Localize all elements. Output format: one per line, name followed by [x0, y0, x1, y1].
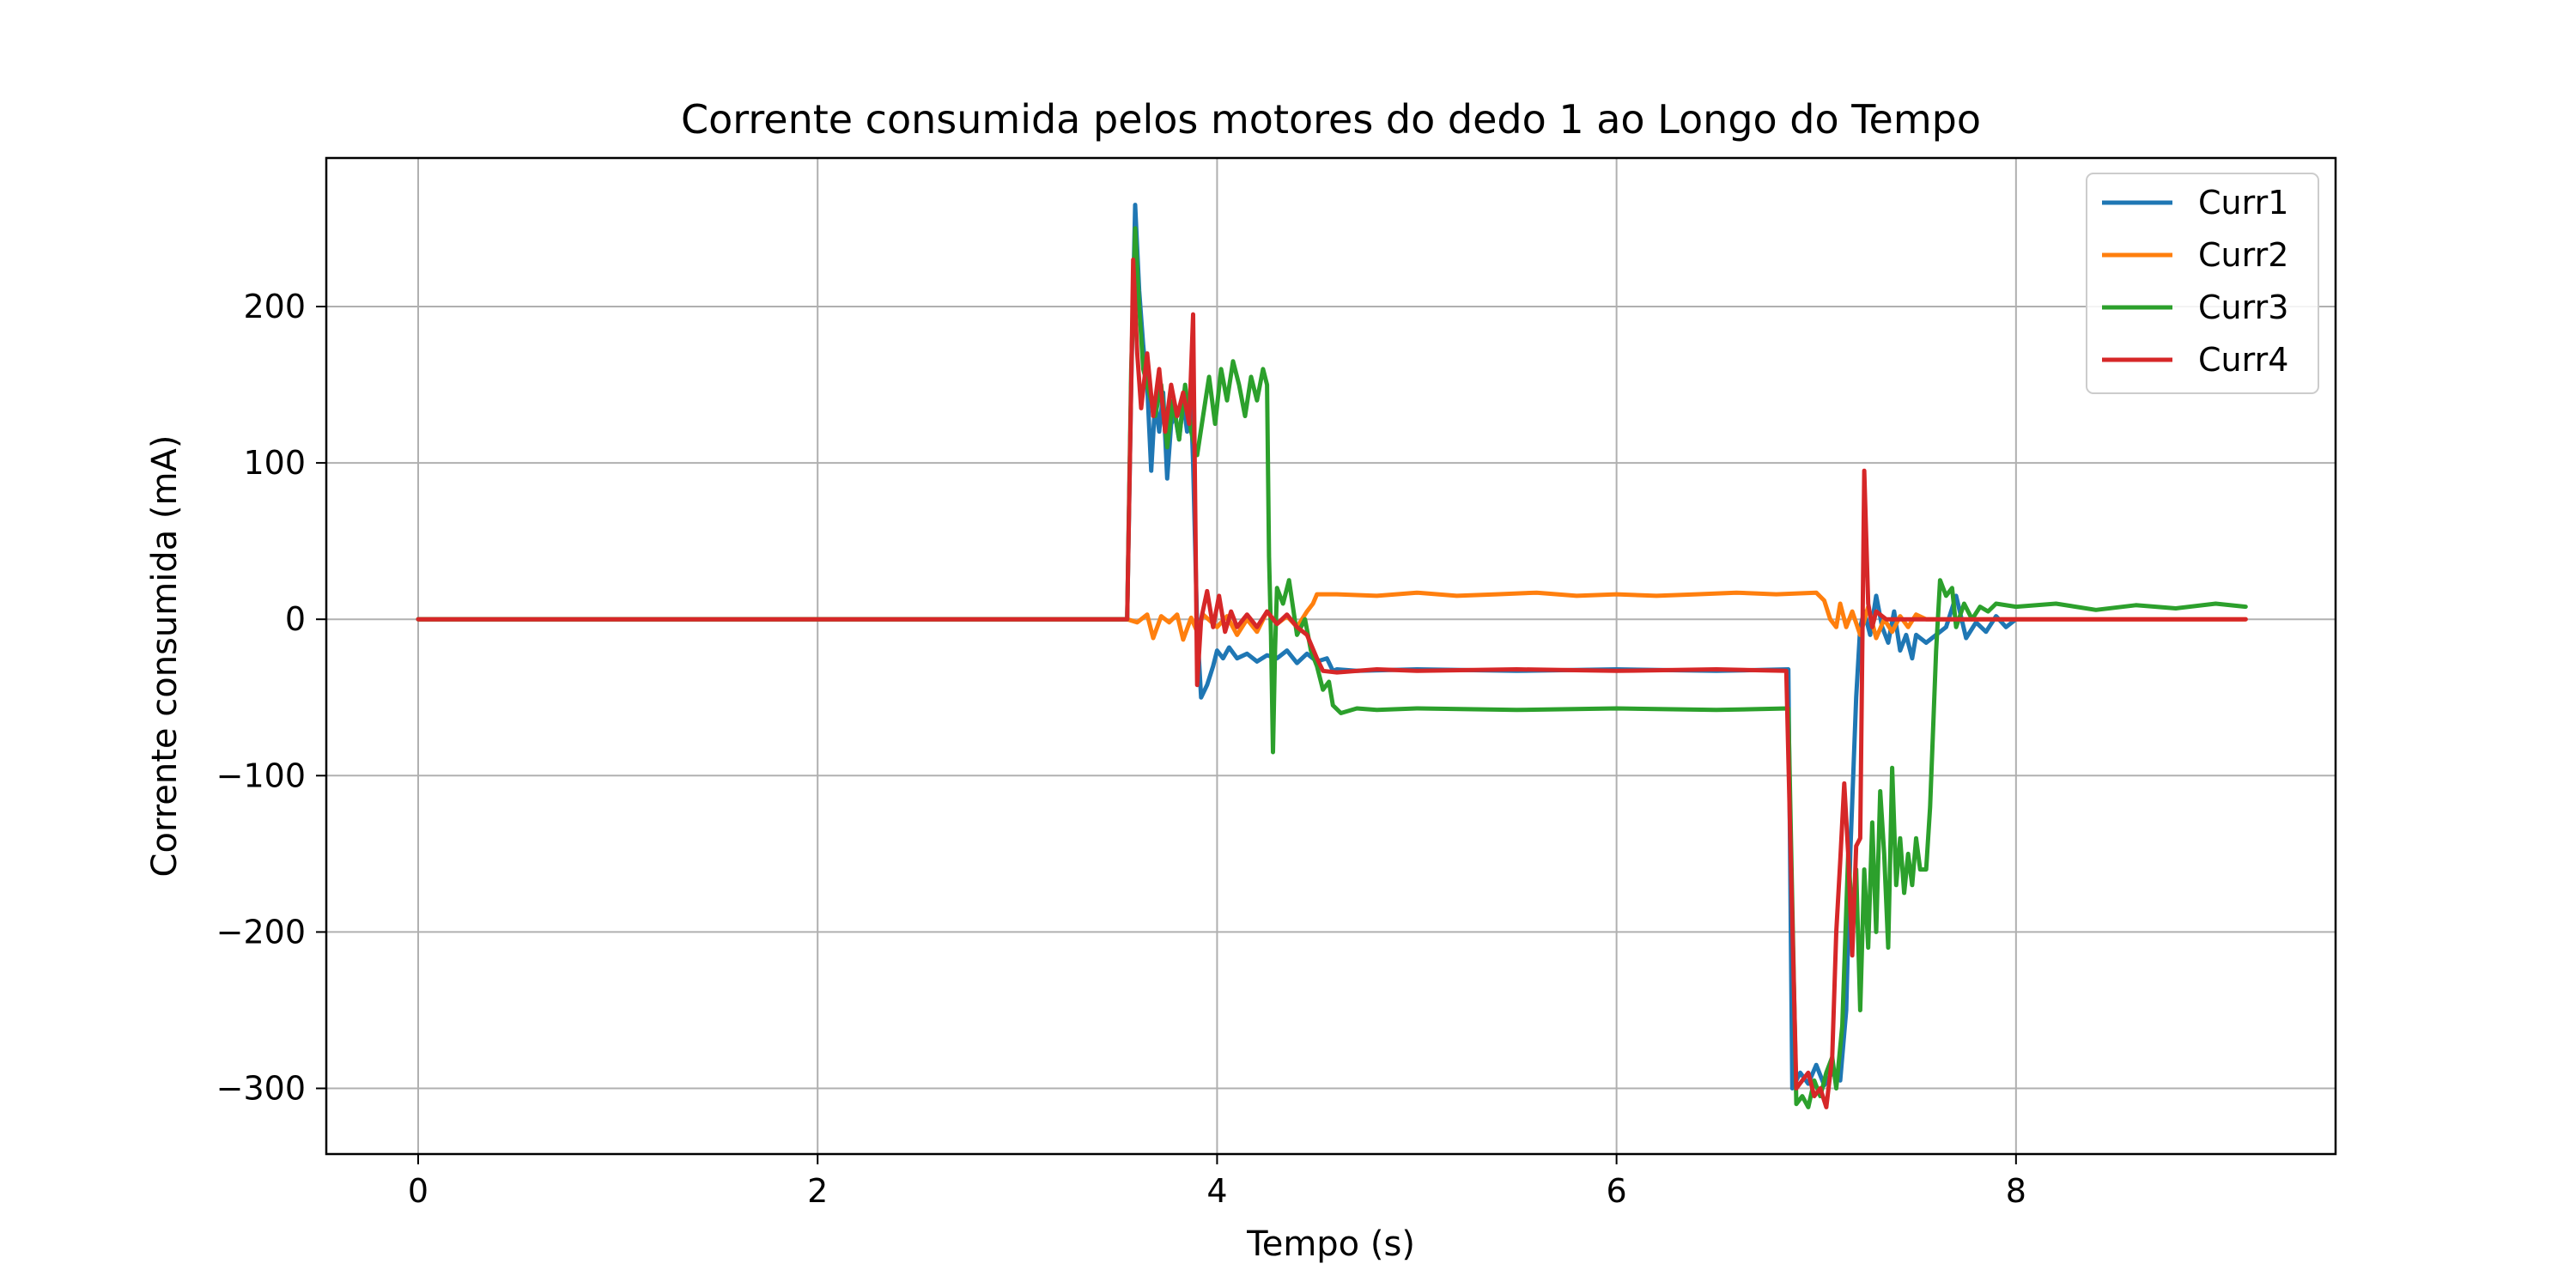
y-tick-label: −200	[216, 913, 306, 951]
y-tick-label: 200	[243, 288, 306, 325]
y-tick-label: 100	[243, 444, 306, 482]
x-tick-label: 8	[2006, 1172, 2026, 1210]
legend-label-curr4: Curr4	[2198, 341, 2288, 379]
series-line-curr4	[416, 257, 2248, 1109]
chart-title: Corrente consumida pelos motores do dedo…	[681, 96, 1981, 143]
legend-entries: Curr1 Curr2 Curr3 Curr4	[2102, 184, 2288, 379]
legend-label-curr1: Curr1	[2198, 184, 2288, 222]
axis-ticks: 0 2 4 6 8 −300 −200 −100 0 100 200	[216, 288, 2026, 1210]
series-lines	[416, 203, 2248, 1109]
x-tick-label: 6	[1607, 1172, 1627, 1210]
plot-frame	[325, 156, 2337, 1156]
y-axis-label: Corrente consumida (mA)	[145, 435, 185, 878]
legend-label-curr2: Curr2	[2198, 236, 2288, 274]
x-tick-label: 2	[807, 1172, 828, 1210]
legend: Curr1 Curr2 Curr3 Curr4	[2086, 173, 2319, 394]
x-axis-label: Tempo (s)	[1246, 1224, 1415, 1264]
y-tick-label: 0	[285, 600, 306, 638]
x-tick-label: 4	[1206, 1172, 1227, 1210]
legend-label-curr3: Curr3	[2198, 289, 2288, 326]
x-tick-label: 0	[408, 1172, 428, 1210]
y-tick-label: −100	[216, 756, 306, 794]
y-tick-label: −300	[216, 1070, 306, 1108]
series-line-curr3	[416, 226, 2248, 1109]
series-line-curr2	[416, 590, 2248, 642]
legend-box	[2086, 173, 2319, 394]
